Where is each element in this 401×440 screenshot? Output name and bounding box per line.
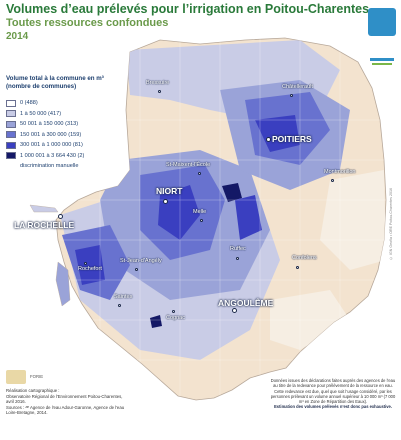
legend-swatch [6, 99, 16, 107]
zone-zero-east [320, 170, 386, 270]
city-label-niort: NIORT [156, 186, 183, 196]
legend-swatch [6, 110, 16, 118]
legend-label: 150 001 à 300 000 (159) [20, 131, 82, 138]
city-label-angouleme: ANGOULÊME [218, 298, 274, 308]
credits-producer: Observatoire Régional de l'Environnement… [6, 393, 123, 405]
city-marker-saintes [118, 304, 121, 307]
adour-garonne-logo [370, 58, 394, 65]
zone-class5-south [150, 315, 162, 328]
legend-swatch [6, 131, 16, 139]
zone-class4-a [158, 185, 200, 240]
city-marker-ruffec [236, 257, 239, 260]
legend: 0 (488) 1 à 50 000 (417) 50 001 à 150 00… [6, 98, 84, 172]
city-marker-saint-jean [135, 268, 138, 271]
legend-item: 1 à 50 000 (417) [6, 109, 84, 120]
legend-label: 50 001 à 150 000 (313) [20, 121, 79, 128]
legend-label: 1 à 50 000 (417) [20, 110, 62, 117]
city-marker-chatellerault [290, 94, 293, 97]
credits-producer-label: Réalisation cartographique : [6, 388, 60, 393]
side-credit: © IGN Geofla • ORE Poitou-Charentes 2016 [389, 188, 393, 260]
city-label-ruffec: Ruffec [230, 246, 246, 252]
city-label-montmorillon: Montmorillon [324, 169, 356, 175]
city-label-melle: Melle [193, 209, 207, 215]
legend-label: 0 (488) [20, 100, 38, 107]
legend-swatch [6, 141, 16, 149]
legend-title: Volume total à la commune en m³ (nombre … [6, 75, 104, 90]
zone-class4-d [235, 195, 262, 240]
zone-class4-c [75, 245, 105, 285]
forie-logo-label: FORIE [30, 374, 44, 379]
credits-block: Réalisation cartographique : Observatoir… [6, 388, 126, 416]
legend-item: 50 001 à 150 000 (313) [6, 119, 84, 130]
legend-item: 0 (488) [6, 98, 84, 109]
forie-logo [6, 370, 26, 384]
city-marker-poitiers [266, 137, 271, 142]
ile-d-oleron [55, 261, 71, 307]
legend-item: 150 001 à 300 000 (159) [6, 130, 84, 141]
map-subtitle: Toutes ressources confondues [6, 17, 169, 29]
city-marker-rochefort [84, 262, 87, 265]
city-marker-saint-maixent [198, 172, 201, 175]
legend-swatch [6, 152, 16, 160]
ile-de-re [29, 204, 59, 213]
city-marker-melle [200, 219, 203, 222]
city-label-bressuire: Bressuire [146, 80, 170, 86]
legend-label: 300 001 à 1 000 000 (81) [20, 142, 83, 149]
city-label-saint-jean: St-Jean-d'Angély [120, 258, 162, 264]
legend-item: discrimination manuelle [6, 161, 84, 172]
city-marker-angouleme [232, 308, 237, 313]
legend-swatch [6, 120, 16, 128]
city-label-cognac: Cognac [166, 315, 185, 321]
city-marker-montmorillon [331, 179, 334, 182]
city-label-poitiers: POITIERS [272, 134, 312, 144]
zone-class5-niort [222, 183, 242, 202]
credits-sources: Sources : ᴬᴱ Agence de l'eau Adour-Garon… [6, 404, 125, 416]
city-label-confolens: Confolens [292, 255, 317, 261]
city-marker-cognac [172, 310, 175, 313]
city-marker-bressuire [158, 90, 161, 93]
city-label-saintes: Saintes [114, 294, 133, 300]
legend-label: discrimination manuelle [20, 163, 79, 170]
legend-item: 300 001 à 1 000 000 (81) [6, 140, 84, 151]
city-label-saint-maixent: St-Maixent-l'École [166, 162, 211, 168]
city-marker-la-rochelle [58, 214, 63, 219]
legend-label: 1 000 001 à 3 664 430 (2) [20, 152, 85, 159]
data-notes-bold: Estimation des volumes prélevés n’est do… [274, 404, 392, 410]
data-notes: Données issues des déclarations faites a… [268, 378, 398, 410]
city-label-la-rochelle: LA ROCHELLE [14, 220, 75, 230]
city-label-rochefort: Rochefort [78, 266, 102, 272]
zone-class4-b [255, 115, 300, 152]
city-marker-niort [163, 199, 168, 204]
city-label-chatellerault: Châtellerault [282, 84, 313, 90]
map-year: 2014 [6, 31, 29, 42]
data-notes-text: Données issues des déclarations faites a… [270, 378, 396, 405]
legend-item: 1 000 001 à 3 664 430 (2) [6, 151, 84, 162]
map-title: Volumes d’eau prélevés pour l’irrigation… [6, 2, 370, 16]
agence-eau-logo [368, 8, 396, 36]
city-marker-confolens [296, 266, 299, 269]
